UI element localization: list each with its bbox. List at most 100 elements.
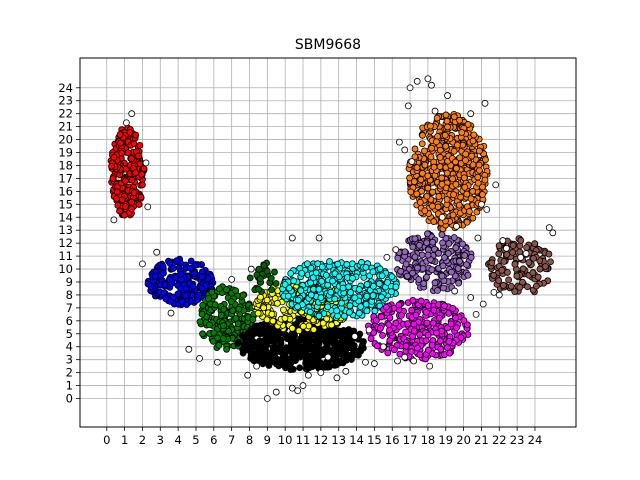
noise-point — [342, 367, 350, 375]
noise-point — [153, 248, 161, 256]
cluster-1-point — [433, 138, 440, 146]
y-tick-label: 8 — [66, 288, 73, 302]
cluster-7-point — [464, 271, 472, 279]
cluster-7-point — [424, 230, 431, 238]
x-tick-label: 9 — [264, 433, 271, 447]
noise-point — [408, 158, 416, 165]
cluster-8-point — [447, 320, 455, 328]
cluster-4-point — [257, 321, 265, 329]
x-tick-label: 16 — [385, 433, 400, 447]
noise-point — [478, 200, 485, 208]
y-tick-label: 15 — [58, 197, 73, 211]
y-tick-label: 17 — [58, 171, 73, 185]
cluster-1-point — [430, 163, 438, 171]
cluster-6-point — [351, 294, 359, 302]
cluster-2-point — [182, 285, 190, 293]
cluster-8-point — [460, 317, 468, 324]
cluster-3-point — [239, 291, 247, 299]
noise-point — [299, 382, 307, 389]
y-tick-label: 3 — [66, 353, 73, 367]
cluster-0-point — [121, 211, 128, 219]
cluster-3-point — [225, 327, 233, 335]
cluster-6-point — [322, 271, 330, 279]
x-tick-label: 1 — [121, 433, 128, 447]
cluster-6-point — [324, 303, 332, 311]
cluster-2-point — [160, 289, 168, 297]
cluster-0-point — [138, 170, 146, 178]
cluster-5-point — [274, 299, 281, 307]
noise-point — [517, 253, 525, 261]
y-tick-label: 7 — [66, 301, 73, 315]
noise-point — [549, 229, 557, 237]
cluster-4-point — [349, 352, 357, 360]
noise-point — [522, 250, 530, 257]
cluster-3-point — [206, 321, 213, 329]
cluster-0-point — [139, 181, 146, 189]
cluster-4-point — [345, 326, 353, 333]
cluster-6-point — [303, 260, 311, 268]
cluster-7-point — [423, 239, 431, 247]
cluster-0-point — [132, 131, 140, 139]
cluster-1-point — [460, 174, 468, 182]
noise-point — [370, 360, 378, 367]
cluster-6-point — [345, 283, 353, 291]
cluster-2-point — [172, 274, 179, 282]
cluster-8-point — [416, 331, 424, 338]
cluster-9-point — [523, 244, 531, 251]
cluster-1-point — [430, 218, 438, 225]
cluster-9-point — [532, 282, 540, 290]
cluster-7-point — [424, 251, 432, 259]
cluster-5-point — [310, 326, 318, 333]
cluster-3-point — [208, 288, 216, 296]
x-tick-label: 21 — [474, 433, 489, 447]
noise-point — [185, 345, 193, 353]
cluster-4-point — [335, 357, 343, 365]
y-tick-label: 1 — [66, 379, 73, 393]
cluster-7-point — [455, 279, 463, 287]
cluster-1-point — [464, 121, 472, 128]
cluster-0-point — [118, 196, 126, 204]
cluster-0-point — [124, 149, 132, 157]
cluster-7-point — [438, 231, 446, 238]
cluster-1-point — [410, 178, 418, 186]
cluster-4-point — [330, 327, 338, 335]
noise-point — [467, 110, 475, 118]
cluster-5-point — [281, 314, 289, 322]
cluster-1-point — [452, 180, 460, 188]
cluster-8-point — [384, 349, 392, 357]
noise-point — [406, 84, 414, 92]
cluster-7-point — [423, 273, 430, 281]
cluster-7-point — [415, 276, 423, 283]
cluster-5-point — [280, 306, 287, 314]
cluster-8-point — [404, 320, 412, 328]
cluster-3-point — [227, 298, 235, 305]
cluster-8-point — [390, 346, 398, 354]
cluster-2-point — [170, 293, 177, 301]
noise-point — [499, 237, 507, 244]
cluster-2-point — [160, 269, 167, 277]
cluster-3-point — [223, 345, 230, 353]
cluster-2-point — [202, 282, 210, 289]
cluster-4-point — [273, 357, 281, 365]
cluster-1-point — [456, 116, 464, 124]
cluster-7-point — [411, 235, 419, 243]
cluster-8-point — [379, 332, 386, 339]
cluster-5-point — [299, 322, 307, 330]
y-tick-label: 19 — [58, 146, 73, 160]
cluster-6-point — [294, 303, 301, 311]
cluster-1-point — [442, 142, 450, 150]
cluster-1-point — [427, 153, 435, 161]
cluster-7-point — [452, 244, 460, 252]
cluster-4-point — [292, 355, 299, 363]
cluster-2-point — [151, 272, 159, 280]
cluster-1-point — [482, 156, 489, 164]
cluster-1-point — [450, 191, 457, 199]
cluster-4-point — [310, 361, 318, 369]
cluster-4-point — [265, 353, 272, 361]
cluster-0-point — [132, 169, 140, 177]
cluster-1-point — [421, 147, 428, 155]
cluster-7-point — [448, 268, 455, 276]
cluster-2-point — [191, 270, 198, 277]
cluster-2-point — [182, 292, 190, 300]
